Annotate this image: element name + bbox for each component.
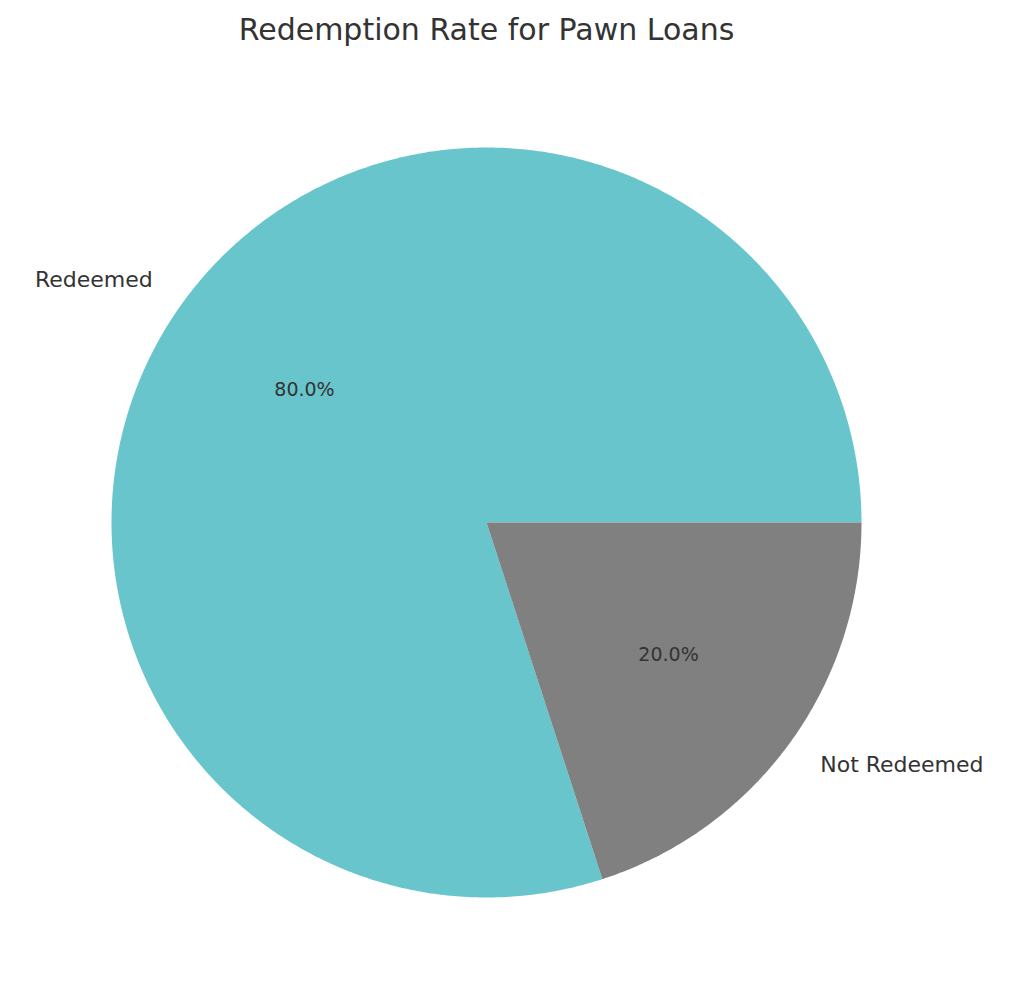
svg-text:Redeemed: Redeemed <box>35 267 153 292</box>
svg-text:20.0%: 20.0% <box>638 643 698 665</box>
svg-text:Not Redeemed: Not Redeemed <box>820 752 983 777</box>
svg-text:Redemption Rate for Pawn Loans: Redemption Rate for Pawn Loans <box>239 12 735 47</box>
svg-text:80.0%: 80.0% <box>274 378 334 400</box>
